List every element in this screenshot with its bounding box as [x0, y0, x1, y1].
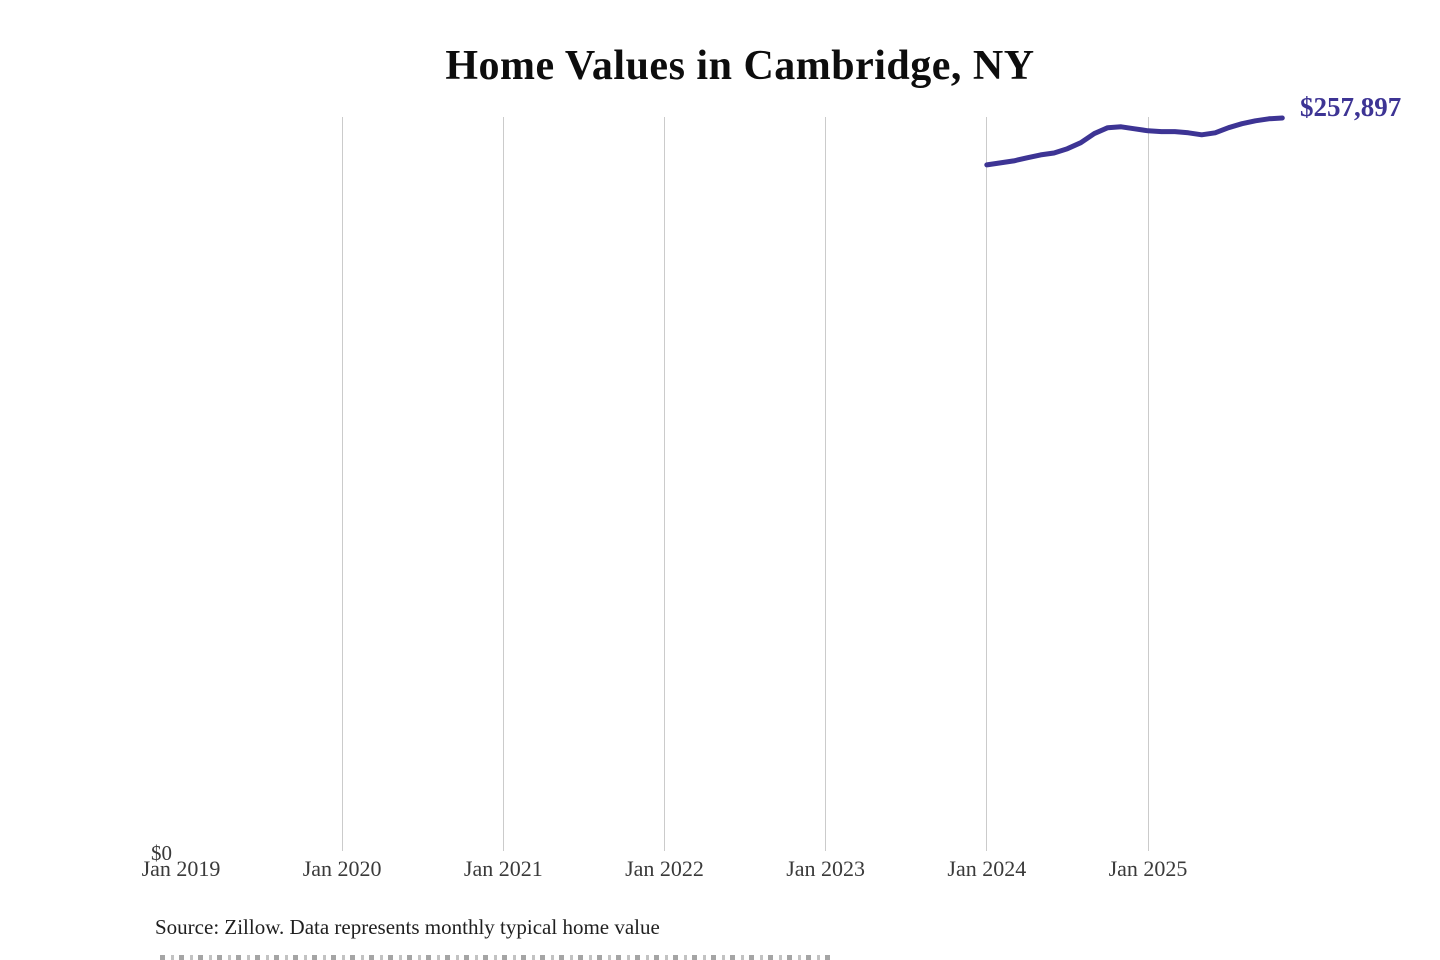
- vertical-gridline: [664, 117, 665, 851]
- x-axis-tick-label: Jan 2021: [463, 856, 543, 881]
- x-axis-tick-label: Jan 2023: [786, 856, 866, 881]
- clipped-text-fragment: [160, 955, 832, 960]
- home-value-line: [984, 115, 1285, 168]
- x-axis-tick-label: Jan 2025: [1108, 856, 1188, 881]
- y-axis-zero-label: $0: [151, 841, 172, 865]
- x-axis-tick-label: Jan 2024: [947, 856, 1027, 881]
- x-axis-tick-label: Jan 2022: [625, 856, 704, 881]
- vertical-gridline: [986, 117, 988, 851]
- x-axis-tick-label: Jan 2019: [141, 856, 221, 881]
- source-note: Source: Zillow. Data represents monthly …: [155, 915, 660, 939]
- vertical-gridline: [1147, 117, 1149, 851]
- vertical-gridline: [502, 117, 504, 851]
- latest-value-label: $257,897: [1300, 92, 1402, 122]
- x-axis-tick-label: Jan 2020: [302, 856, 382, 881]
- vertical-gridline: [825, 117, 827, 851]
- vertical-gridline: [341, 117, 343, 851]
- chart-title: Home Values in Cambridge, NY: [445, 43, 1035, 89]
